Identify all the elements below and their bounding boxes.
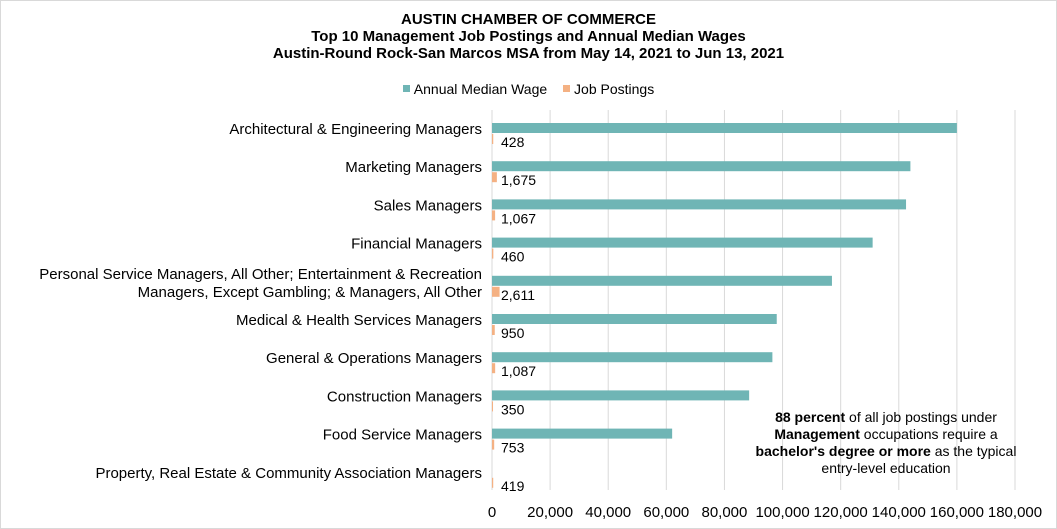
x-tick-label: 20,000 <box>527 504 573 521</box>
education-note: 88 percent of all job postings under Mana… <box>752 409 1020 477</box>
legend-swatch-wage <box>402 85 410 92</box>
wage-bar <box>492 428 673 439</box>
chart-title: AUSTIN CHAMBER OF COMMERCE <box>401 11 656 28</box>
job-postings-bar <box>492 325 495 335</box>
job-postings-data-label: 1,087 <box>501 363 536 379</box>
wage-bar <box>492 199 907 210</box>
category-label: Property, Real Estate & Community Associ… <box>95 465 482 482</box>
note-emphasis: Management <box>774 426 860 442</box>
job-postings-bar <box>492 363 496 374</box>
note-line: entry-level education <box>752 460 1020 477</box>
category-label: Architectural & Engineering Managers <box>229 121 482 138</box>
job-postings-data-label: 1,067 <box>501 210 536 226</box>
note-line: 88 percent of all job postings under <box>752 409 1020 426</box>
job-postings-bar <box>492 248 494 259</box>
note-text: entry-level education <box>821 460 951 476</box>
note-text: occupations require a <box>859 426 998 442</box>
legend-label-wage: Annual Median Wage <box>413 80 548 97</box>
job-postings-data-label: 753 <box>501 440 525 456</box>
x-tick-label: 120,000 <box>814 504 868 521</box>
job-postings-data-label: 2,611 <box>501 287 535 303</box>
job-postings-bar <box>492 439 495 450</box>
job-postings-bar <box>492 210 496 221</box>
x-tick-label: 40,000 <box>585 504 631 521</box>
job-postings-bar <box>492 286 500 297</box>
x-tick-label: 60,000 <box>643 504 689 521</box>
wage-bar <box>492 390 750 401</box>
x-tick-label: 160,000 <box>930 504 984 521</box>
job-postings-data-label: 1,675 <box>501 172 536 188</box>
job-postings-data-label: 428 <box>501 134 525 150</box>
job-postings-bar <box>492 172 497 183</box>
chart-subtitle-date-range: Austin-Round Rock-San Marcos MSA from Ma… <box>272 45 785 62</box>
category-label: Sales Managers <box>374 197 482 214</box>
wage-bar <box>492 237 873 248</box>
note-emphasis: bachelor's degree or more <box>755 443 931 459</box>
legend-item-postings: Job Postings <box>563 81 654 97</box>
note-text: as the typical <box>930 443 1017 459</box>
wage-bar <box>492 123 957 133</box>
x-tick-label: 0 <box>488 504 496 521</box>
x-tick-label: 100,000 <box>755 504 809 521</box>
x-tick-label: 140,000 <box>872 504 926 521</box>
category-label: Construction Managers <box>327 388 482 405</box>
x-tick-label: 180,000 <box>988 504 1042 521</box>
category-label: Marketing Managers <box>345 159 482 176</box>
note-line: bachelor's degree or more as the typical <box>752 443 1020 460</box>
category-label: Personal Service Managers, All Other; En… <box>39 266 482 283</box>
job-postings-data-label: 460 <box>501 249 525 265</box>
legend-swatch-postings <box>563 85 571 92</box>
job-postings-bar <box>492 401 494 412</box>
category-label: Financial Managers <box>351 236 482 253</box>
legend-item-wage: Annual Median Wage <box>402 80 548 97</box>
job-postings-data-label: 350 <box>501 401 525 417</box>
x-tick-label: 80,000 <box>701 504 747 521</box>
job-postings-data-label: 950 <box>501 325 525 341</box>
wage-bar <box>492 352 773 363</box>
wage-bar <box>492 314 777 324</box>
chart-subtitle: Top 10 Management Job Postings and Annua… <box>311 28 746 45</box>
category-label: General & Operations Managers <box>266 350 482 367</box>
job-postings-bar <box>492 477 494 488</box>
wage-bar <box>492 275 832 286</box>
note-emphasis: 88 percent <box>775 409 846 425</box>
category-label: Managers, Except Gambling; & Managers, A… <box>138 284 482 301</box>
wage-bar <box>492 161 911 172</box>
note-line: Management occupations require a <box>752 426 1020 443</box>
legend: Annual Median Wage Job Postings <box>0 79 1057 97</box>
job-postings-data-label: 419 <box>501 478 525 494</box>
job-postings-bar <box>492 134 494 144</box>
category-label: Medical & Health Services Managers <box>236 312 482 329</box>
category-label: Food Service Managers <box>323 427 482 444</box>
note-text: of all job postings under <box>845 409 997 425</box>
legend-label-postings: Job Postings <box>574 80 655 97</box>
